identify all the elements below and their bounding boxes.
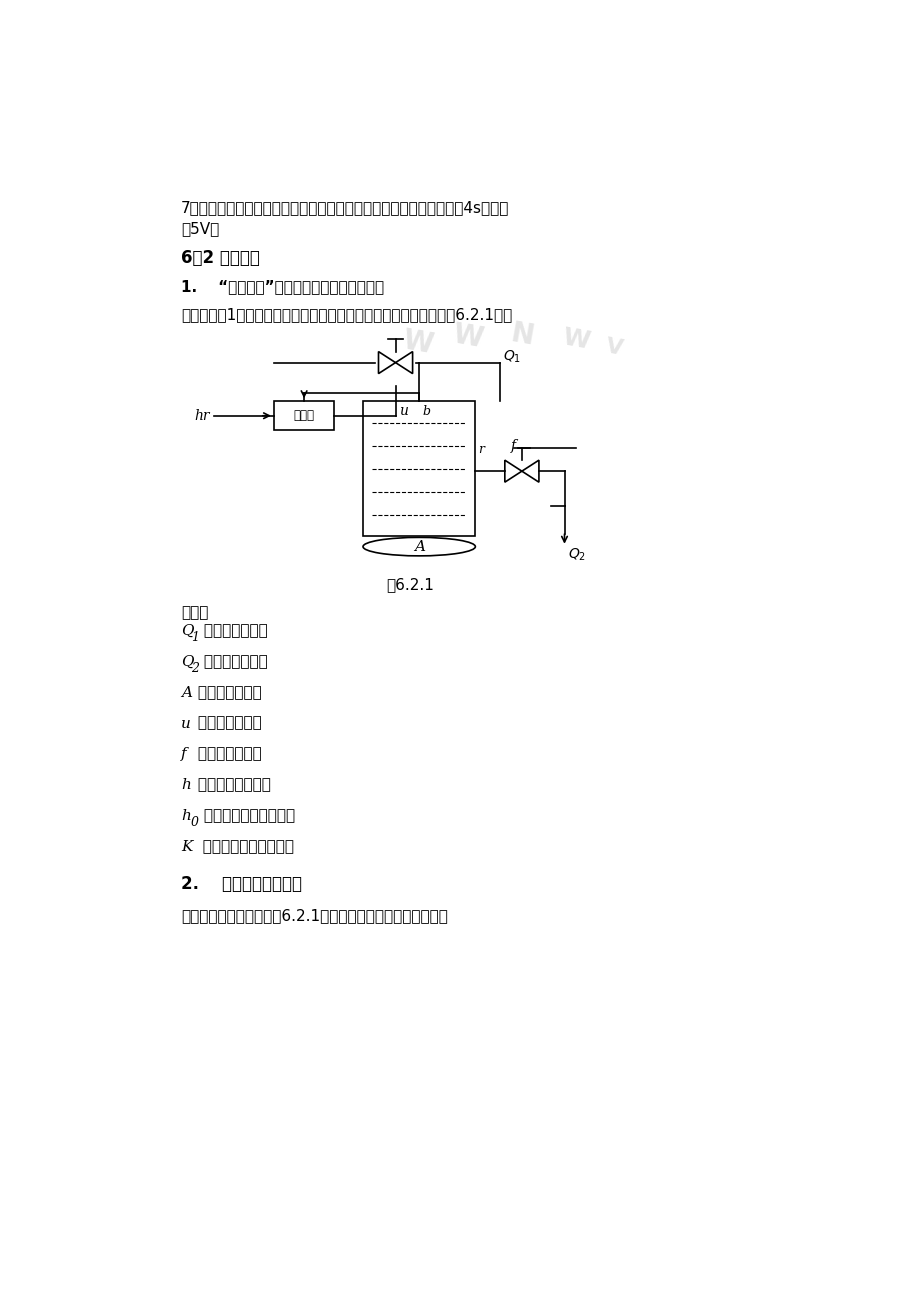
Text: 一水笱流出量；: 一水笱流出量； <box>199 654 267 669</box>
Text: 2.    软件仿真单元框图: 2. 软件仿真单元框图 <box>181 875 301 893</box>
Text: h: h <box>181 779 190 792</box>
Text: 一水笱流入量；: 一水笱流入量； <box>199 624 267 638</box>
Text: 一阀体流量比例系数。: 一阀体流量比例系数。 <box>193 838 294 854</box>
Text: 2: 2 <box>191 663 199 676</box>
Text: N: N <box>507 319 535 350</box>
Text: 1.    “水笱系统”的液位控制工艺过程原理图: 1. “水笱系统”的液位控制工艺过程原理图 <box>181 279 383 294</box>
Text: 0: 0 <box>191 816 199 829</box>
Text: 图6.2.1: 图6.2.1 <box>386 577 434 592</box>
Text: hr: hr <box>194 409 210 423</box>
Text: 1: 1 <box>191 631 199 644</box>
Text: 参照文献【1】，可以得到水笱液位控制系统的工艺过程原理图如图6.2.1所示: 参照文献【1】，可以得到水笱液位控制系统的工艺过程原理图如图6.2.1所示 <box>181 307 512 323</box>
Text: $Q_2$: $Q_2$ <box>567 547 585 562</box>
Text: W: W <box>560 326 591 354</box>
Text: 6．2 模型建立: 6．2 模型建立 <box>181 249 259 267</box>
Text: u: u <box>399 404 408 418</box>
Text: b: b <box>422 405 430 418</box>
Text: K: K <box>181 840 192 854</box>
Text: 一水笱初始液位高度；: 一水笱初始液位高度； <box>199 809 294 823</box>
Text: u: u <box>181 716 190 730</box>
Text: 图中：: 图中： <box>181 604 208 620</box>
Text: 为5V。: 为5V。 <box>181 221 219 236</box>
Text: V: V <box>604 336 624 358</box>
Text: 一水笱液位高度；: 一水笱液位高度； <box>193 777 271 792</box>
Ellipse shape <box>363 538 475 556</box>
Text: W: W <box>399 326 435 359</box>
Text: 一出水阀开度；: 一出水阀开度； <box>193 746 262 762</box>
Text: f: f <box>181 747 187 762</box>
Text: 一进水阀开度；: 一进水阀开度； <box>193 716 262 730</box>
Text: A: A <box>181 686 192 699</box>
Text: 根据工艺过程原理图（图6.2.1）可设计出仿真单元的原理图：: 根据工艺过程原理图（图6.2.1）可设计出仿真单元的原理图： <box>181 907 448 923</box>
Bar <box>363 401 475 536</box>
Bar <box>274 401 334 431</box>
Text: h: h <box>181 809 190 823</box>
Text: Q: Q <box>181 655 193 669</box>
Text: W: W <box>449 320 484 354</box>
Text: $Q_1$: $Q_1$ <box>503 348 521 365</box>
Text: 一水笱截面积；: 一水笱截面积； <box>193 685 262 699</box>
Text: A: A <box>414 539 425 553</box>
Text: r: r <box>478 443 484 456</box>
Text: f: f <box>510 439 516 453</box>
Text: 7、变化输入信号，将阶跃信号分别换成方波信号，信号的周期设置为4s，幅値: 7、变化输入信号，将阶跃信号分别换成方波信号，信号的周期设置为4s，幅値 <box>181 199 509 215</box>
Text: Q: Q <box>181 624 193 638</box>
Text: 调节器: 调节器 <box>293 409 314 422</box>
